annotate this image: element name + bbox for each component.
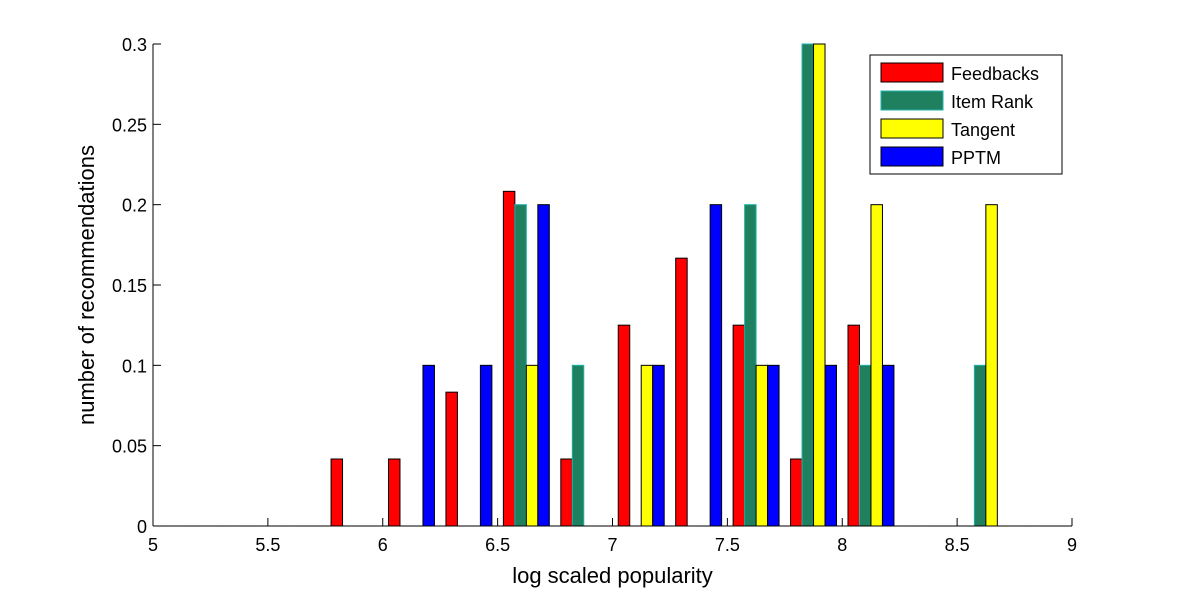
bar-feedbacks (790, 458, 803, 527)
bar-item-rank (973, 364, 987, 527)
bar-pptm (652, 364, 665, 527)
bar-tangent (755, 364, 769, 527)
axes-group: 5 5.5 6 6.5 7 7.5 8 8.5 9 0 0.05 0.1 0.15 0.2 0.25 0.3 (112, 35, 1077, 555)
bar-feedbacks (330, 458, 344, 527)
legend-label-pptm: PPTM (951, 148, 1001, 168)
x-tick-label: 5.5 (255, 535, 280, 555)
bar-feedbacks (675, 257, 688, 527)
bar-item-rank (858, 364, 872, 527)
bar-pptm (824, 364, 838, 527)
bar-item-rank (571, 364, 585, 527)
legend-swatch-pptm (880, 146, 944, 167)
bar-item-rank (801, 43, 815, 527)
legend-swatch-tangent (880, 118, 944, 139)
bar-tangent (870, 204, 883, 527)
x-tick-label: 5 (148, 535, 158, 555)
x-tick-label: 8 (837, 535, 847, 555)
bar-pptm (709, 204, 723, 527)
x-tick-label: 9 (1067, 535, 1077, 555)
bar-pptm (881, 364, 895, 527)
y-tick-label: 0 (137, 517, 147, 537)
x-tick-label: 7 (607, 535, 617, 555)
legend-swatch-item-rank (880, 90, 944, 111)
bar-feedbacks (560, 458, 573, 527)
x-tick-label: 6.5 (485, 535, 510, 555)
legend: Feedbacks Item Rank Tangent PPTM (869, 54, 1063, 175)
x-tick-label: 7.5 (715, 535, 740, 555)
y-tick-label: 0.1 (122, 356, 147, 376)
legend-label-item-rank: Item Rank (951, 92, 1034, 112)
bar-pptm (422, 364, 435, 527)
x-tick-label: 6 (378, 535, 388, 555)
bar-tangent (985, 204, 998, 527)
bars-group (158, 43, 1067, 527)
bar-tangent (525, 364, 539, 527)
bar-feedbacks (445, 391, 458, 527)
bar-pptm (479, 364, 493, 527)
bar-item-rank (514, 204, 527, 527)
y-tick-label: 0.15 (112, 276, 147, 296)
bar-feedbacks (617, 324, 631, 527)
x-tick-label: 8.5 (945, 535, 970, 555)
bar-tangent (813, 43, 826, 527)
legend-swatch-feedbacks (880, 62, 944, 83)
y-tick-label: 0.25 (112, 115, 147, 135)
bar-feedbacks (387, 458, 401, 527)
y-axis-label: number of recommendations (74, 145, 99, 425)
y-tick-label: 0.3 (122, 35, 147, 55)
y-tick-label: 0.05 (112, 437, 147, 457)
bar-item-rank (744, 204, 757, 527)
bar-tangent (640, 364, 654, 527)
bar-feedbacks (847, 324, 860, 527)
legend-label-tangent: Tangent (951, 120, 1015, 140)
bar-pptm (537, 204, 550, 527)
bar-feedbacks (502, 190, 516, 527)
legend-label-feedbacks: Feedbacks (951, 64, 1039, 84)
x-axis-label: log scaled popularity (512, 563, 713, 588)
y-tick-label: 0.2 (122, 196, 147, 216)
bar-feedbacks (732, 324, 746, 527)
bar-pptm (767, 364, 780, 527)
